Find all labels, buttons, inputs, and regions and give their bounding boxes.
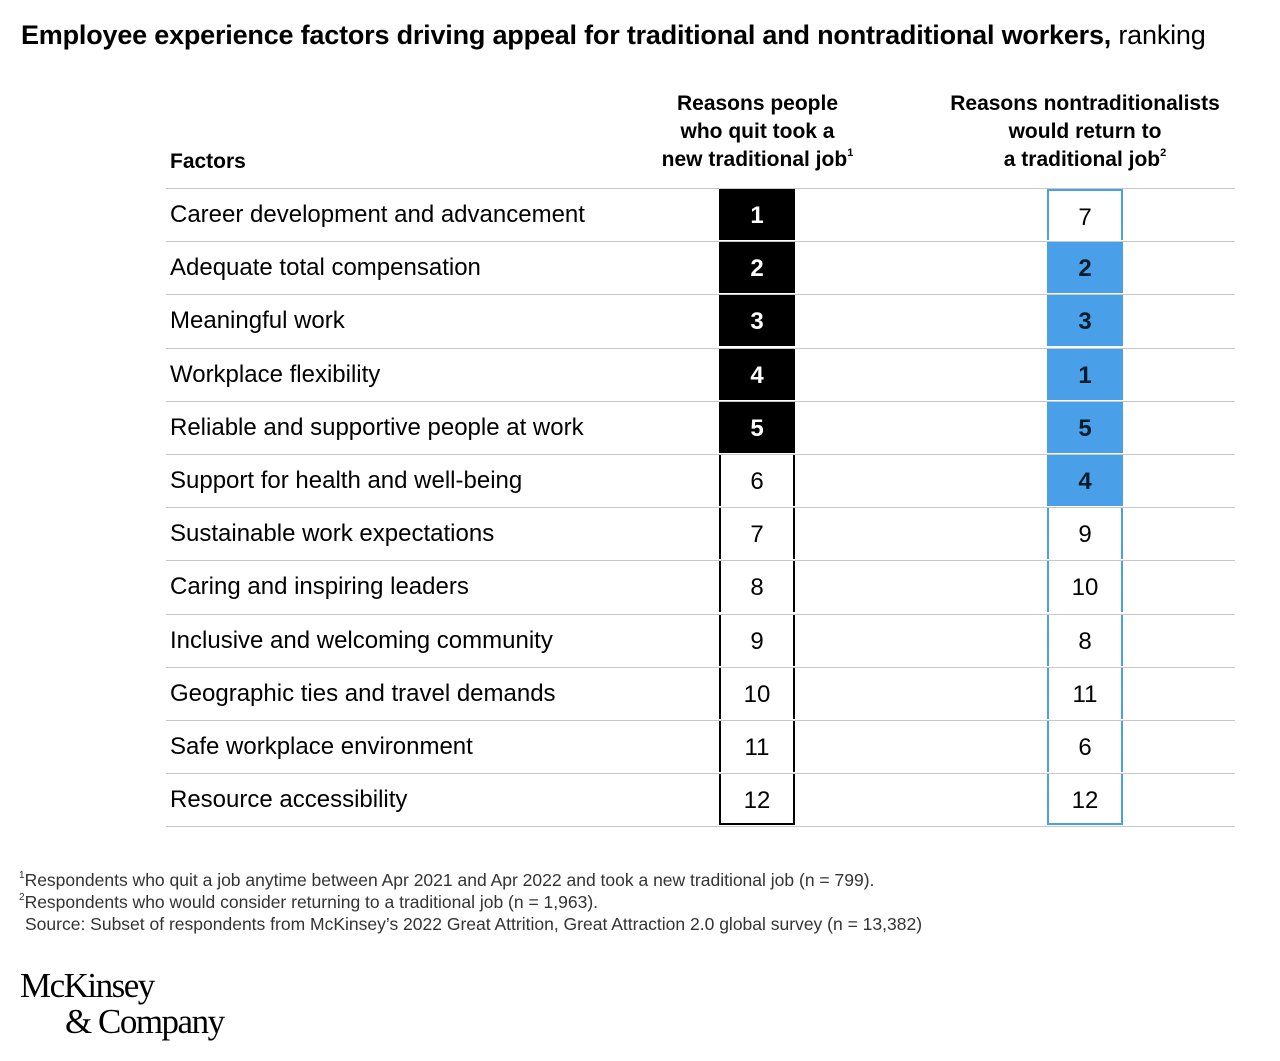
header-line-text: a traditional job: [1003, 148, 1161, 171]
chart-subtitle: ranking: [1118, 20, 1206, 50]
footnote-mark: 1: [847, 147, 854, 159]
quit-rank-cell: 5: [719, 401, 795, 453]
return-rank-cell: 12: [1047, 774, 1123, 826]
footnotes: 1Respondents who quit a job anytime betw…: [19, 869, 922, 935]
logo-line-1: McKinsey: [20, 966, 155, 1005]
return-rank-cell: 2: [1047, 242, 1123, 294]
factor-label: Inclusive and welcoming community: [170, 626, 553, 654]
return-rank-cell: 7: [1047, 189, 1123, 240]
factor-label: Support for health and well-being: [170, 466, 523, 494]
factor-label: Meaningful work: [170, 307, 345, 335]
quit-rank-cell: 10: [719, 667, 795, 719]
quit-rank-cell: 9: [719, 614, 795, 666]
table-row: Meaningful work 3 3: [166, 294, 1235, 347]
table-row: Reliable and supportive people at work 5 5: [166, 400, 1235, 454]
table-row: Safe workplace environment 11 6: [166, 719, 1235, 773]
return-rank-cell: 8: [1047, 614, 1123, 666]
table-row: Geographic ties and travel demands 10 11: [166, 666, 1235, 720]
footnote-text: Respondents who would consider returning…: [24, 892, 599, 912]
mckinsey-logo: McKinsey & Company: [20, 966, 225, 1041]
footnote-mark: 1: [19, 870, 25, 881]
table-row: Adequate total compensation 2 2: [166, 241, 1235, 294]
quit-rank-cell: 6: [719, 454, 795, 506]
table-row: Workplace flexibility 4 1: [166, 347, 1235, 401]
logo-line-2: & Company: [65, 1002, 225, 1041]
table-row: Sustainable work expectations 7 9: [166, 507, 1235, 560]
table-row: Career development and advancement 1 7: [166, 188, 1235, 241]
quit-rank-cell: 1: [719, 189, 795, 240]
factor-label: Career development and advancement: [170, 201, 585, 228]
header-quit-reasons: Reasons people who quit took a new tradi…: [630, 90, 885, 174]
factor-label: Safe workplace environment: [170, 732, 473, 760]
return-rank-cell: 1: [1047, 348, 1123, 400]
ranking-table: Career development and advancement 1 7 Adeq…: [166, 188, 1235, 828]
table-row: Support for health and well-being 6 4: [166, 453, 1235, 507]
quit-rank-cell: 8: [719, 561, 795, 613]
return-rank-cell: 4: [1047, 454, 1123, 506]
header-line-text: new traditional job: [661, 148, 848, 171]
header-line: Reasons people: [676, 92, 839, 115]
table-row: Caring and inspiring leaders 8 10: [166, 560, 1235, 613]
return-rank-cell: 6: [1047, 720, 1123, 772]
quit-rank-cell: 2: [719, 242, 795, 294]
header-factors: Factors: [170, 150, 246, 173]
chart-title: Employee experience factors driving appe…: [21, 20, 1206, 51]
header-line: who quit took a: [680, 120, 835, 143]
footnote-2: 2Respondents who would consider returnin…: [19, 891, 922, 913]
factor-label: Caring and inspiring leaders: [170, 573, 469, 601]
footnote-mark: 2: [1160, 147, 1167, 159]
quit-rank-cell: 4: [719, 348, 795, 400]
return-rank-cell: 11: [1047, 667, 1123, 719]
footnote-1: 1Respondents who quit a job anytime betw…: [19, 869, 922, 891]
table-row: Resource accessibility 12 12: [166, 773, 1235, 828]
header-line: Reasons nontraditionalists: [950, 92, 1220, 115]
quit-rank-cell: 3: [719, 295, 795, 347]
header-line: new traditional job1: [630, 146, 885, 174]
title-text: Employee experience factors driving appe…: [21, 20, 1112, 50]
header-return-reasons: Reasons nontraditionalists would return …: [925, 90, 1245, 174]
footnote-mark: 2: [19, 892, 25, 903]
quit-rank-cell: 7: [719, 508, 795, 560]
factor-label: Sustainable work expectations: [170, 520, 495, 548]
return-rank-cell: 5: [1047, 401, 1123, 453]
header-line: would return to: [1008, 120, 1162, 143]
return-rank-cell: 3: [1047, 295, 1123, 347]
factor-label: Workplace flexibility: [170, 360, 381, 388]
source-note: Source: Subset of respondents from McKin…: [25, 914, 923, 934]
return-rank-cell: 10: [1047, 561, 1123, 613]
factor-label: Geographic ties and travel demands: [170, 679, 556, 707]
factor-label: Resource accessibility: [170, 786, 408, 814]
footnote-text: Respondents who quit a job anytime betwe…: [24, 870, 875, 890]
table-row: Inclusive and welcoming community 9 8: [166, 613, 1235, 667]
header-line: a traditional job2: [925, 146, 1245, 174]
factor-label: Adequate total compensation: [170, 254, 481, 282]
return-rank-cell: 9: [1047, 508, 1123, 560]
factor-label: Reliable and supportive people at work: [170, 413, 584, 441]
quit-rank-cell: 12: [719, 774, 795, 826]
quit-rank-cell: 11: [719, 720, 795, 772]
